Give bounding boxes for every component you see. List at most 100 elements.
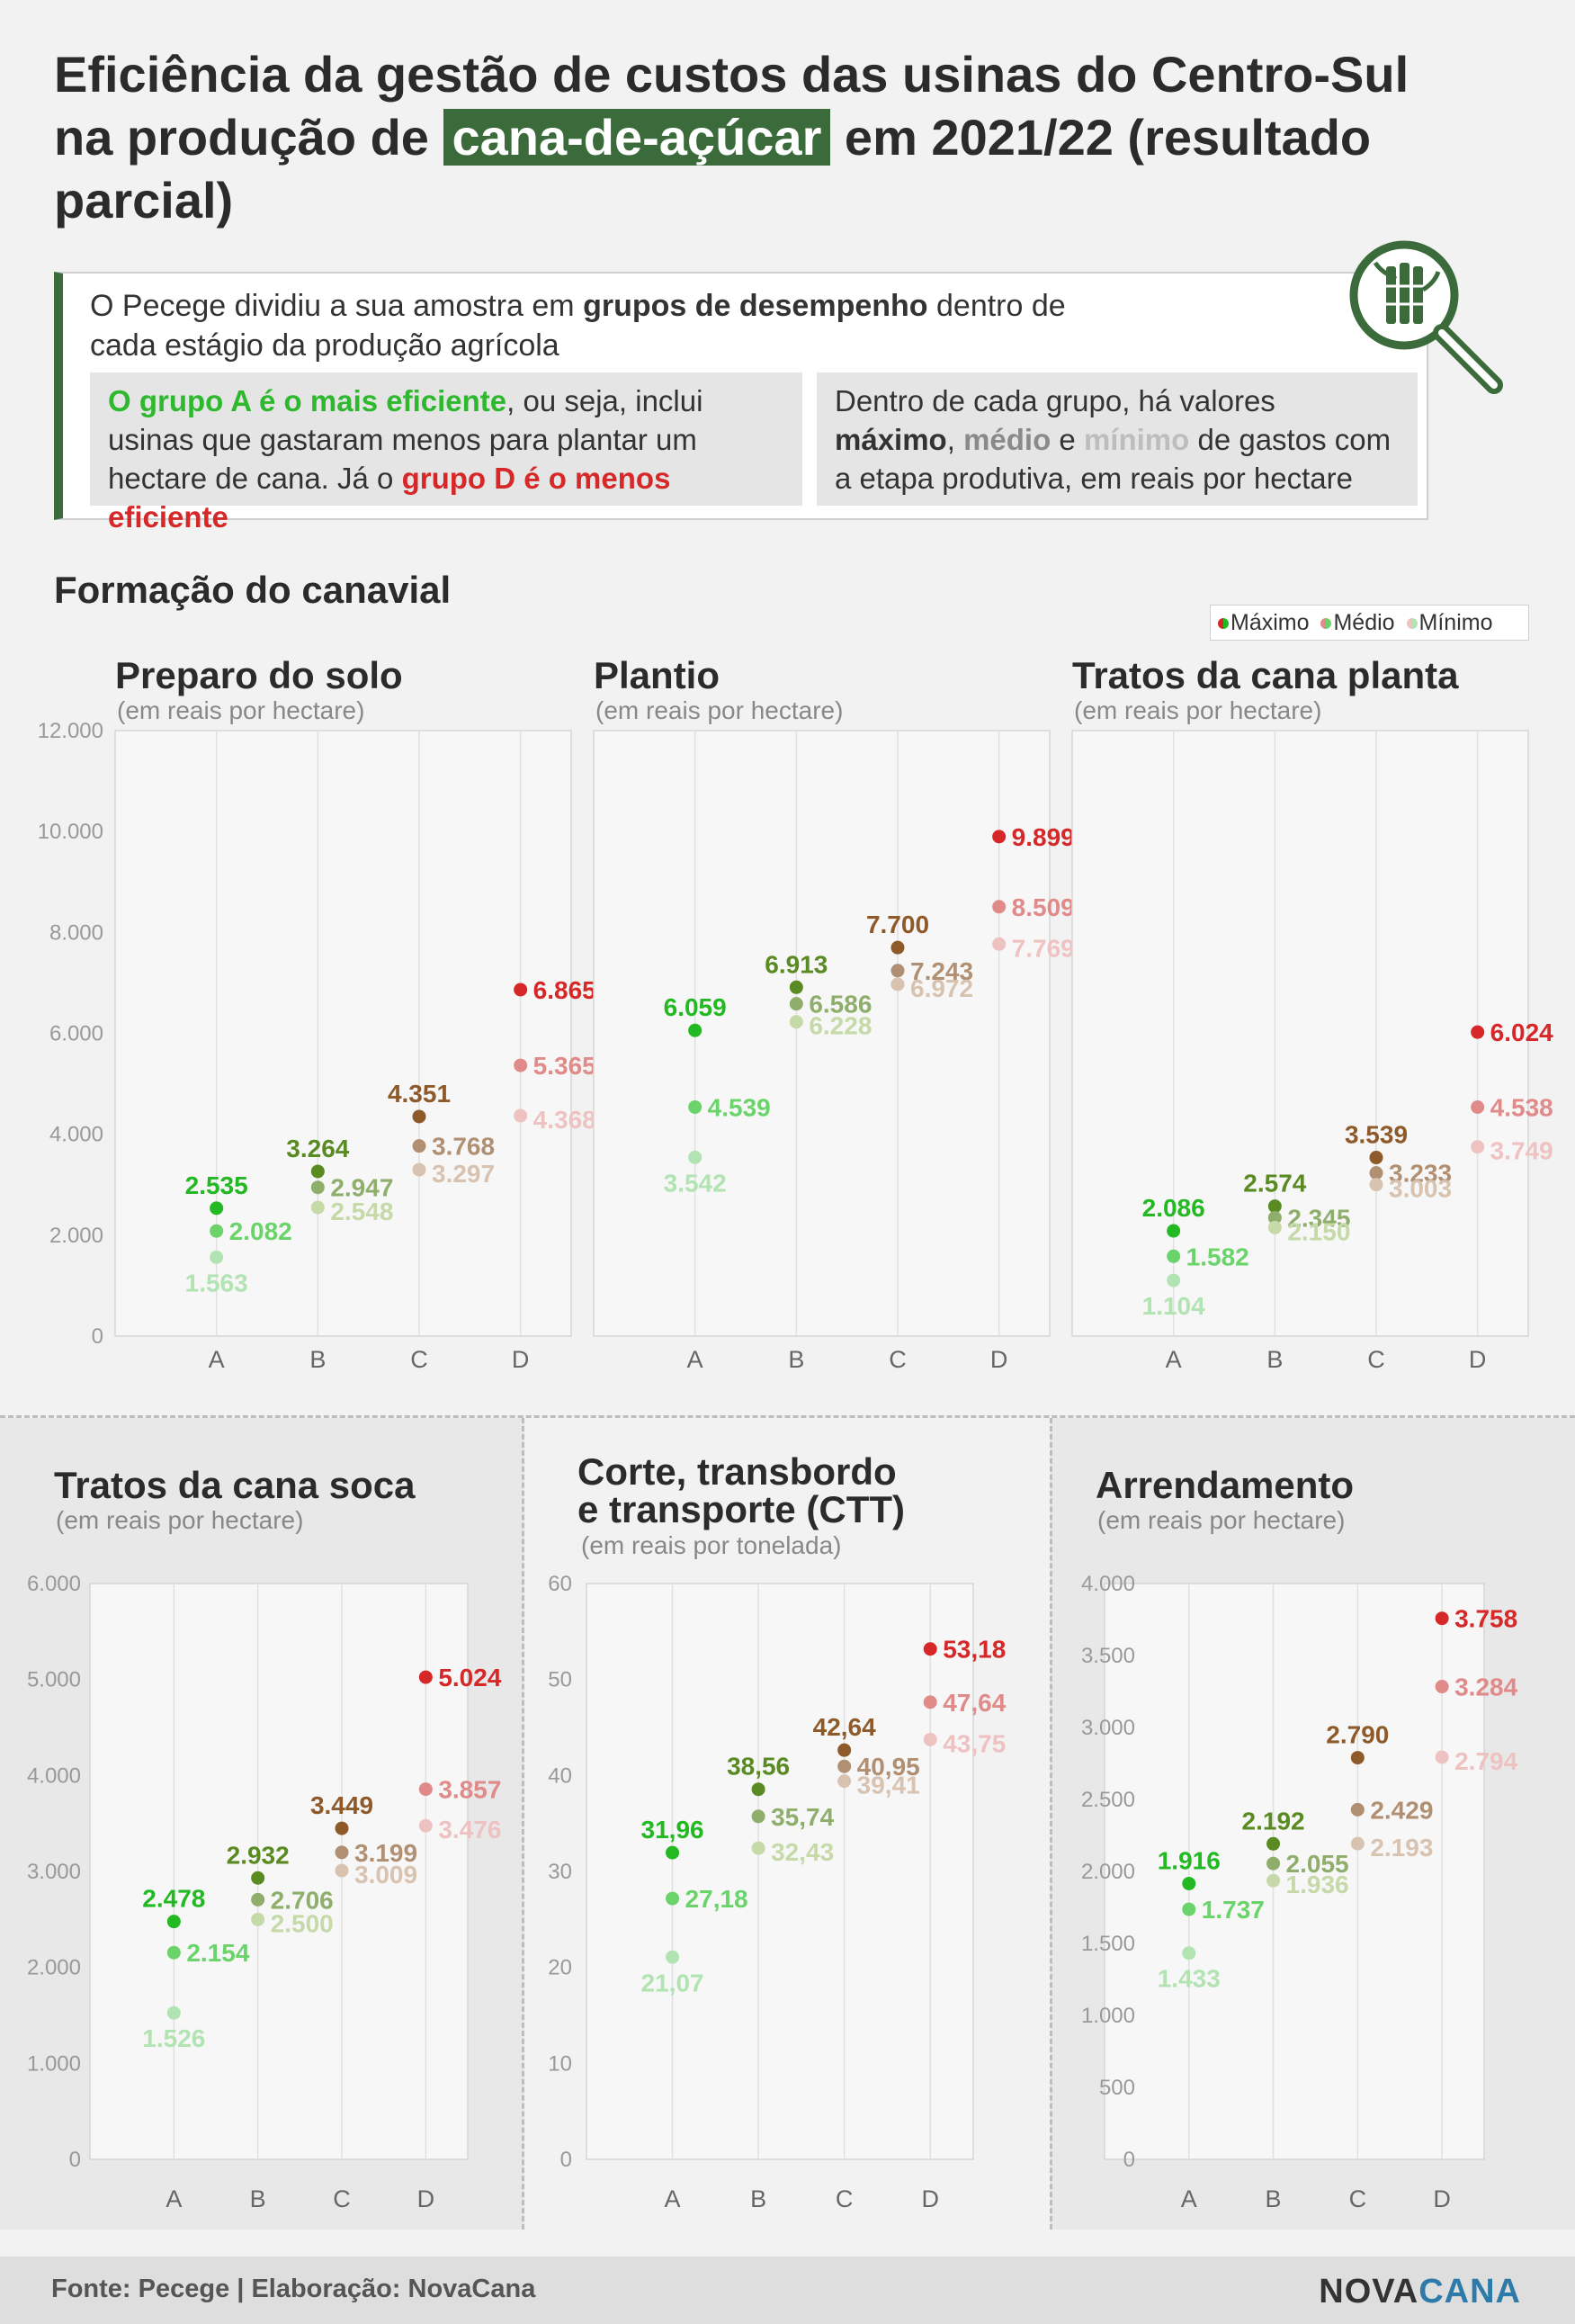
point-med-a	[166, 1945, 181, 1960]
data-label-max-d: 5.024	[438, 1664, 501, 1691]
point-max-c	[890, 940, 905, 955]
point-med-d	[923, 1695, 937, 1709]
data-label-med-b: 35,74	[771, 1803, 834, 1831]
point-med-c	[890, 964, 905, 978]
point-med-d	[514, 1058, 528, 1072]
y-tick-label: 2.500	[1081, 1788, 1135, 1812]
point-max-d	[992, 830, 1007, 844]
data-label-max-d: 6.865	[533, 976, 596, 1004]
point-min-c	[1350, 1836, 1365, 1851]
y-tick-label: 4.000	[1081, 1572, 1135, 1596]
y-tick-label: 20	[548, 1956, 572, 1980]
point-min-d	[1471, 1140, 1485, 1154]
title-part1: Eficiência da gestão de custos das usina…	[54, 46, 1409, 166]
point-med-a	[688, 1099, 702, 1114]
page-title: Eficiência da gestão de custos das usina…	[54, 43, 1457, 232]
x-tick-label-d: D	[990, 1346, 1008, 1373]
intro-sep2: e	[1051, 423, 1084, 456]
x-tick-label-a: A	[166, 2185, 182, 2212]
plot-area	[1071, 730, 1529, 1337]
intro-left-text: , ou seja, inclui usinas que gastaram me…	[108, 384, 703, 495]
legend-item-min: Mínimo	[1406, 610, 1493, 635]
data-label-min-b: 2.500	[271, 1909, 334, 1937]
point-max-b	[789, 980, 803, 994]
data-label-max-b: 2.574	[1243, 1170, 1306, 1198]
x-tick-label-b: B	[750, 2185, 766, 2212]
data-label-max-c: 7.700	[866, 911, 929, 938]
legend-label-min: Mínimo	[1418, 610, 1493, 635]
data-label-min-c: 3.003	[1389, 1175, 1452, 1203]
y-tick-label: 1.500	[1081, 1932, 1135, 1956]
chart-subtitle-tratos-planta: (em reais por hectare)	[1074, 696, 1322, 724]
intro-right-start: Dentro de cada grupo, há valores	[835, 384, 1275, 417]
data-label-med-a: 1.737	[1202, 1896, 1265, 1924]
point-min-c	[890, 977, 905, 992]
point-max-d	[923, 1642, 937, 1656]
data-label-med-c: 3.768	[432, 1133, 495, 1161]
data-label-med-c: 3.233	[1389, 1160, 1452, 1188]
data-label-max-d: 53,18	[943, 1636, 1006, 1664]
point-min-b	[751, 1841, 765, 1855]
chart-title-arrendamento: Arrendamento	[1096, 1464, 1355, 1506]
x-tick-label-a: A	[209, 1346, 225, 1373]
y-tick-label: 8.000	[49, 920, 103, 945]
point-min-a	[1182, 1946, 1196, 1961]
footer: Fonte: Pecege | Elaboração: NovaCana NOV…	[0, 2257, 1575, 2324]
chart-subtitle-plantio: (em reais por hectare)	[595, 696, 844, 724]
data-label-med-b: 2.706	[271, 1886, 334, 1914]
point-max-c	[1350, 1751, 1365, 1765]
point-med-c	[412, 1139, 426, 1153]
data-label-max-c: 3.449	[310, 1791, 373, 1819]
intro-right-end: de gastos com a etapa produtiva, em reai…	[835, 423, 1392, 495]
x-tick-label-b: B	[1266, 2185, 1282, 2212]
data-label-max-d: 6.024	[1490, 1018, 1553, 1046]
point-min-d	[992, 937, 1007, 951]
point-max-d	[418, 1670, 433, 1684]
data-label-max-b: 6.913	[765, 950, 828, 978]
point-min-c	[335, 1863, 349, 1878]
title-highlight: cana-de-açúcar	[443, 109, 831, 166]
point-max-b	[1267, 1199, 1282, 1214]
x-tick-label-c: C	[889, 1346, 907, 1373]
data-label-min-b: 32,43	[771, 1838, 834, 1866]
data-label-med-b: 2.055	[1286, 1850, 1349, 1878]
point-med-b	[789, 997, 803, 1011]
point-min-a	[688, 1150, 702, 1164]
data-label-med-c: 3.199	[354, 1839, 417, 1867]
data-label-max-b: 3.264	[286, 1135, 349, 1162]
x-tick-label-a: A	[687, 1346, 703, 1373]
logo-part1: NOVA	[1319, 2273, 1419, 2311]
chart-title-ctt-line1: Corte, transbordo	[577, 1450, 897, 1493]
legend-label-med: Médio	[1333, 610, 1395, 635]
data-label-min-c: 3.297	[432, 1160, 495, 1188]
data-label-max-c: 3.539	[1345, 1121, 1408, 1149]
intro-text-start: O Pecege dividiu a sua amostra em	[90, 289, 584, 323]
intro-text: O Pecege dividiu a sua amostra em grupos…	[90, 286, 1079, 365]
point-max-d	[1435, 1611, 1449, 1626]
x-tick-label-d: D	[417, 2185, 435, 2212]
data-label-med-d: 4.538	[1490, 1093, 1553, 1121]
point-med-a	[210, 1224, 224, 1238]
y-tick-label: 0	[92, 1324, 103, 1349]
data-label-min-a: 1.433	[1158, 1965, 1221, 1993]
point-med-b	[310, 1180, 325, 1195]
data-label-med-b: 2.345	[1287, 1204, 1350, 1232]
y-tick-label: 1.000	[1081, 2004, 1135, 2028]
point-min-a	[1167, 1273, 1181, 1288]
data-label-min-d: 3.476	[438, 1816, 501, 1844]
data-label-min-d: 3.749	[1490, 1137, 1553, 1165]
data-label-min-a: 1.526	[142, 2024, 205, 2052]
data-label-max-b: 38,56	[727, 1753, 790, 1781]
point-min-b	[1266, 1873, 1281, 1888]
y-tick-label: 12.000	[38, 719, 103, 743]
intro-box-right: Dentro de cada grupo, há valores máximo,…	[817, 372, 1418, 506]
point-min-a	[666, 1950, 680, 1964]
data-label-med-d: 3.284	[1454, 1673, 1517, 1701]
y-tick-label: 4.000	[27, 1763, 81, 1788]
novacana-logo: NOVACANA	[1319, 2273, 1521, 2311]
data-label-max-a: 2.478	[142, 1885, 205, 1913]
